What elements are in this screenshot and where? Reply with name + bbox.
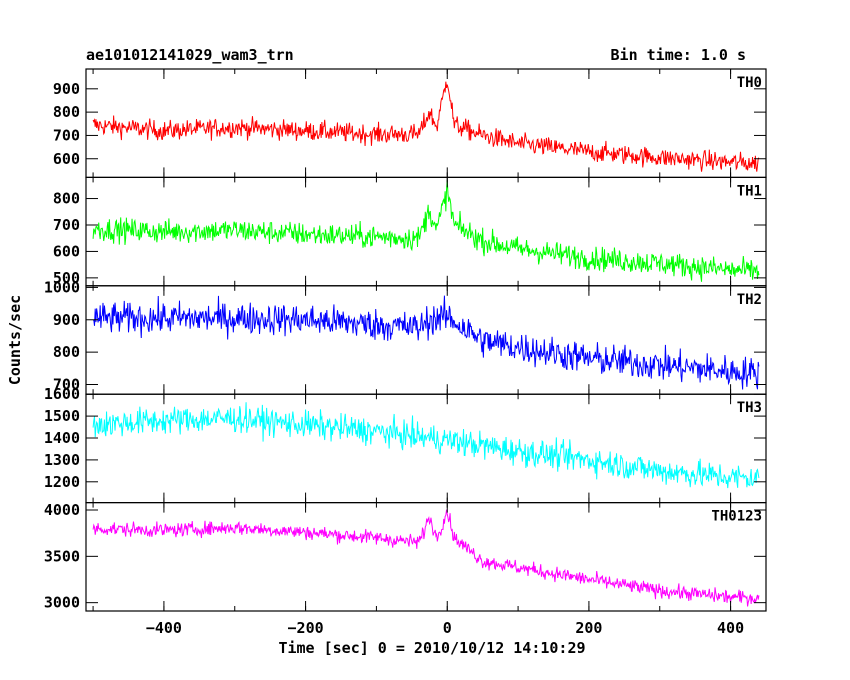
y-tick-label: 1300 (44, 451, 80, 469)
y-tick-label: 900 (53, 80, 80, 98)
panel-frame-th0123 (85, 502, 767, 612)
panels: 600 700 800 900 TH0 500 600 700 800 TH1 700 800 900 1… (44, 68, 767, 637)
bin-time-label: Bin time: 1.0 s (611, 46, 746, 64)
y-tick-label: 800 (53, 103, 80, 121)
x-axis-label: Time [sec] 0 = 2010/10/12 14:10:29 (278, 639, 585, 657)
y-tick-label: 3000 (44, 594, 80, 612)
panel-label-th0123: TH0123 (711, 509, 762, 525)
y-tick-label: 1200 (44, 473, 80, 491)
panel-frame-th3 (85, 393, 767, 504)
y-tick-label: 4000 (44, 501, 80, 519)
series-th1-line (92, 179, 760, 282)
y-tick-label: 700 (53, 375, 80, 393)
panel-label-th1: TH1 (737, 183, 762, 199)
y-tick-label: 600 (53, 150, 80, 168)
x-tick-label: −400 (146, 619, 182, 637)
panel-label-th2: TH2 (737, 292, 762, 308)
series-th3-line (92, 402, 760, 489)
x-tick-label: 400 (717, 619, 744, 637)
x-tick-label: 0 (443, 619, 452, 637)
series-th0-line (92, 81, 760, 172)
series-th2-line (92, 295, 760, 390)
y-tick-label: 700 (53, 216, 80, 234)
y-tick-label: 900 (53, 311, 80, 329)
y-axis-label: Counts/sec (6, 295, 24, 385)
x-tick-label: 200 (575, 619, 602, 637)
chart-title: ae101012141029_wam3_trn (86, 46, 294, 64)
y-tick-label: 1400 (44, 429, 80, 447)
y-tick-label: 1000 (44, 278, 80, 296)
panel-label-th0: TH0 (737, 75, 762, 91)
y-tick-label: 1600 (44, 385, 80, 403)
y-tick-label: 700 (53, 126, 80, 144)
y-tick-label: 600 (53, 242, 80, 260)
panel-frame-th2 (85, 285, 767, 395)
y-tick-label: 800 (53, 343, 80, 361)
panel-label-th3: TH3 (737, 400, 762, 416)
series-th0123-line (92, 509, 760, 607)
x-tick-label: −200 (288, 619, 324, 637)
y-tick-label: 500 (53, 269, 80, 287)
y-tick-label: 1500 (44, 407, 80, 425)
y-tick-label: 800 (53, 190, 80, 208)
y-tick-label: 3500 (44, 547, 80, 565)
